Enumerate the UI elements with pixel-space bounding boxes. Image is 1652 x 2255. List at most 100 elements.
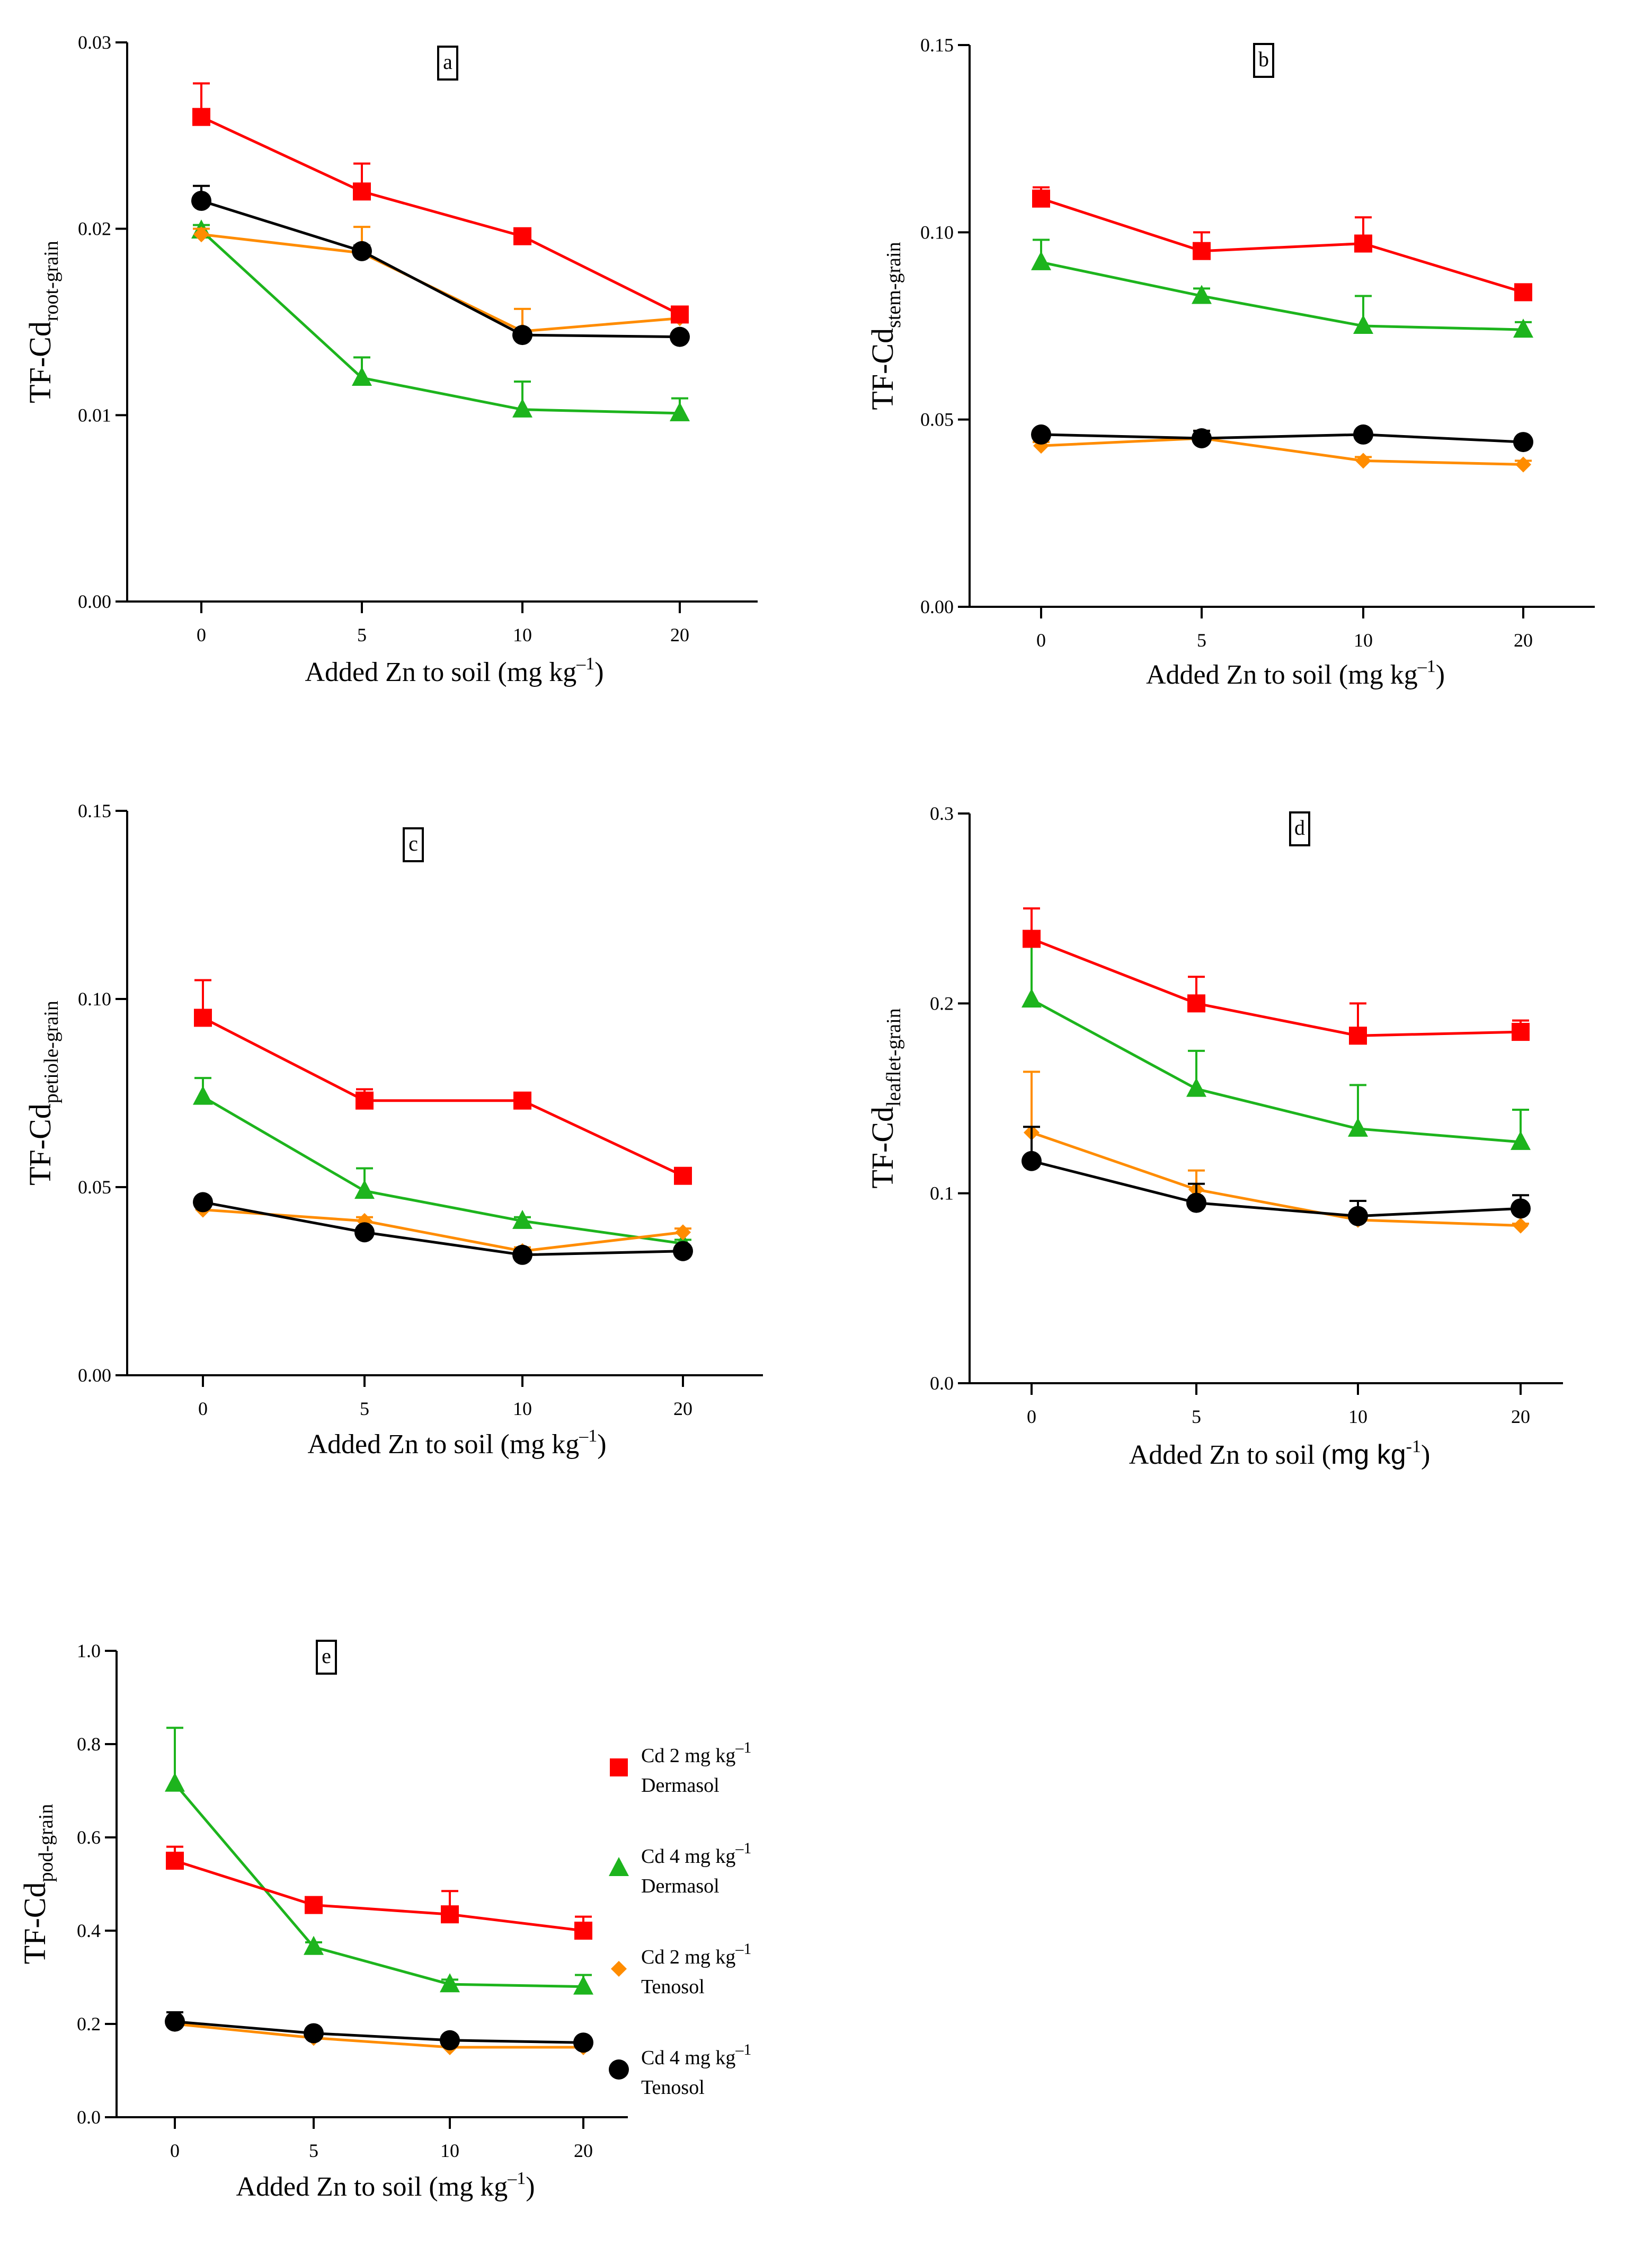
x-axis-label-end: ) [1421,1440,1430,1470]
data-point [513,227,531,245]
y-tick-label: 0.03 [78,32,111,53]
data-point [1348,1206,1368,1226]
chart-panel-c: 0.00 0.05 0.10 0.15 0 5 10 20 c Added Zn to soil … [23,800,763,1460]
legend-label: Cd 4 mg kg–1 [641,1840,751,1868]
series-3 [193,1192,693,1265]
y-tick-label: 0.10 [920,222,954,243]
data-point [1511,1130,1531,1150]
data-point [1513,1217,1529,1234]
x-axis-label: Added Zn to soil (mg kg–1) [1146,657,1445,690]
series-line [1031,1131,1521,1227]
y-tick-label: 0.00 [78,591,111,612]
data-point [512,325,532,346]
series-line [174,2022,583,2049]
y-axis-label-sub: pod-grain [35,1804,57,1882]
data-point [352,241,372,261]
series-2 [166,2011,592,2055]
series-line [174,1783,584,1988]
x-tick-label: 0 [1027,1406,1036,1427]
series-0 [1032,186,1532,302]
series-0 [194,979,692,1185]
x-tick-label: 5 [1192,1406,1201,1427]
x-axis-label-text: Added Zn to soil (mg kg [236,2172,508,2202]
panel-label-box: b [1253,43,1274,78]
data-point [573,1975,593,1995]
y-axis-label-sub: root-grain [40,241,63,321]
series-line [202,1016,684,1177]
legend: Cd 2 mg kg–1 Dermasol Cd 4 mg kg–1 Dermasol… [609,1739,751,2099]
data-point [513,1091,531,1110]
series-line [174,1859,584,1932]
series-3 [165,2011,593,2053]
data-point [193,1192,213,1213]
chart-panel-b: 0.00 0.05 0.10 0.15 0 5 10 20 b Added Zn to soil … [865,34,1595,690]
series-1 [193,1077,693,1252]
data-point [354,1180,375,1199]
data-point [1353,315,1373,334]
data-point [1512,1023,1530,1041]
panel-label-box: c [403,827,424,862]
data-point [1023,930,1041,948]
data-point [1022,1151,1042,1171]
data-point [193,1085,213,1105]
x-axis-label-sup: –1 [576,654,594,674]
x-tick-label: 20 [574,2140,593,2161]
x-axis-label-text: Added Zn to soil (mg kg [307,1429,579,1460]
data-point [440,2030,460,2050]
data-point [1031,251,1051,270]
series-line [200,116,681,316]
y-axis-label: TF-Cdstem-grain [865,242,905,410]
series-line [1041,261,1524,331]
data-point [1022,988,1042,1008]
y-axis-label-text: TF-Cd [23,1103,57,1186]
data-point [191,190,211,211]
data-point [1513,432,1533,453]
x-tick-label: 10 [1348,1406,1367,1427]
panel-label: d [1294,816,1305,839]
data-point [675,1224,691,1241]
y-tick-label: 0.05 [78,1177,111,1198]
legend-soil: Dermasol [641,1774,720,1797]
legend-item-1: Cd 4 mg kg–1 Dermasol [609,1840,751,1897]
data-point [354,1222,375,1243]
x-tick-label: 10 [513,1398,532,1419]
panel-label-frame [1289,811,1310,846]
x-axis-label: Added Zn to soil (mg kg-1) [1129,1437,1431,1470]
y-axis-label-sub: stem-grain [883,242,905,328]
chart-panel-d: 0.0 0.1 0.2 0.3 0 5 10 20 d Added Zn to soil (mg … [865,803,1563,1470]
series-line [1031,1160,1521,1218]
data-point [353,182,371,201]
series-line [1041,433,1524,444]
data-point [670,326,690,347]
legend-soil: Dermasol [641,1875,720,1897]
x-tick-label: 5 [360,1398,369,1419]
y-tick-label: 0.05 [920,409,954,430]
data-point [305,1896,323,1914]
series-line [202,1208,683,1253]
data-point [1192,285,1212,304]
y-tick-label: 0.6 [77,1827,101,1848]
data-point [1515,456,1531,473]
x-tick-label: 5 [357,624,367,645]
legend-marker [609,2059,629,2080]
y-axis-label-sub: leaflet-grain [883,1008,905,1107]
series-line [202,1095,683,1245]
y-tick-label: 0.02 [78,218,111,240]
series-1 [1022,941,1531,1150]
y-tick-label: 0.15 [920,34,954,56]
data-point [1513,319,1533,338]
data-point [165,2011,185,2032]
panel-label: e [322,1644,331,1668]
data-point [1354,234,1372,253]
y-axis-label-text: TF-Cd [17,1882,52,1965]
legend-label-text: Cd 4 mg kg [641,1845,735,1868]
y-axis-label: TF-Cdleaflet-grain [865,1008,905,1188]
x-tick-label: 0 [198,1398,208,1419]
x-tick-label: 20 [1511,1406,1530,1427]
panel-label: a [443,50,452,74]
legend-label: Cd 2 mg kg–1 [641,1940,751,1968]
x-axis-label-text: Added Zn to soil (mg kg [1146,660,1418,690]
data-point [512,1244,532,1265]
legend-label-text: Cd 2 mg kg [641,1946,735,1968]
data-point [352,367,372,386]
